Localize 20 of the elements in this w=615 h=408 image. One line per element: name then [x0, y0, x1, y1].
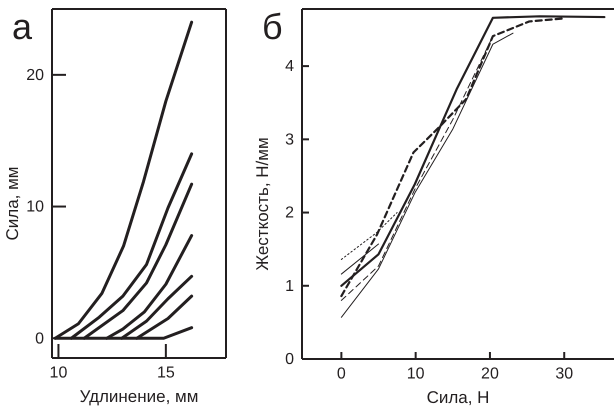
y-axis-title: Жесткость, Н/мм: [253, 137, 272, 271]
x-tick-label: 0: [336, 365, 346, 382]
y-axis-title: Сила, мм: [3, 166, 22, 240]
x-axis-title: Сила, Н: [426, 388, 490, 407]
x-tick-label: 10: [50, 364, 68, 382]
y-tick-label: 10: [26, 198, 44, 216]
x-tick-label: 15: [156, 364, 175, 382]
chart-title: б: [262, 6, 283, 47]
y-tick-label: 4: [285, 58, 294, 76]
y-tick-label: 3: [285, 131, 294, 148]
x-tick-label: 30: [555, 365, 574, 382]
chart-title: а: [12, 6, 33, 47]
y-tick-label: 20: [26, 66, 44, 84]
y-tick-label: 0: [285, 351, 294, 368]
y-tick-label: 1: [285, 278, 294, 295]
x-axis-title: Удлинение, мм: [80, 387, 198, 406]
y-tick-label: 0: [35, 330, 44, 348]
x-tick-label: 10: [406, 365, 425, 382]
x-tick-label: 20: [481, 365, 499, 382]
y-tick-label: 2: [285, 204, 294, 222]
